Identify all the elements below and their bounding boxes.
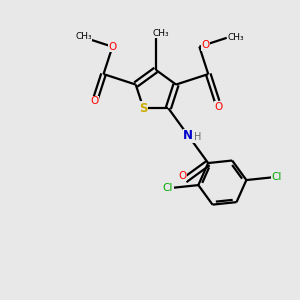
- Text: N: N: [183, 129, 193, 142]
- Text: O: O: [108, 42, 116, 52]
- Text: Cl: Cl: [272, 172, 282, 182]
- Text: Cl: Cl: [163, 183, 173, 193]
- Text: O: O: [201, 40, 209, 50]
- Text: CH₃: CH₃: [153, 28, 169, 38]
- Text: O: O: [214, 102, 223, 112]
- Text: CH₃: CH₃: [227, 33, 244, 42]
- Text: S: S: [139, 102, 148, 115]
- Text: O: O: [178, 171, 187, 181]
- Text: CH₃: CH₃: [75, 32, 92, 41]
- Text: H: H: [194, 132, 201, 142]
- Text: O: O: [91, 97, 99, 106]
